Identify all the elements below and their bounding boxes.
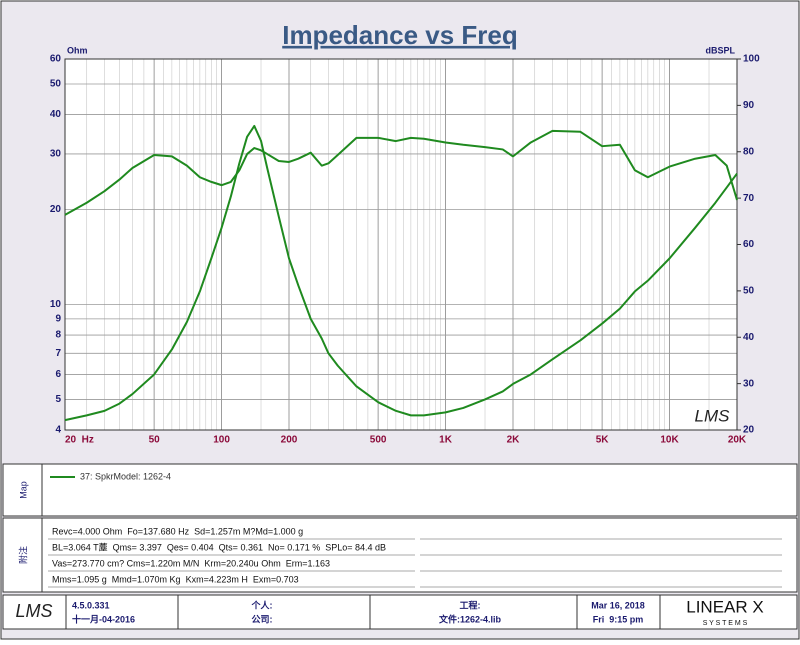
y-tick-label: 60 [50, 54, 62, 65]
y-tick-label: 6 [55, 369, 61, 380]
y2-tick-label: 70 [743, 193, 755, 204]
watermark: LMS [695, 406, 731, 425]
y2-axis-label: dBSPL [705, 45, 735, 55]
y2-tick-label: 60 [743, 239, 755, 250]
chart-title: Impedance vs Freq [282, 20, 518, 50]
data-line [64, 124, 738, 422]
y-tick-label: 40 [50, 109, 62, 120]
x-tick-label: 50 [149, 435, 161, 446]
y-tick-label: 10 [50, 299, 62, 310]
build-date: 十一月-04-2016 [72, 613, 135, 624]
file: 文件:1262-4.lib [438, 613, 502, 624]
y-tick-label: 4 [55, 425, 61, 436]
y-tick-label: 30 [50, 149, 62, 160]
x-tick-label: 10K [660, 435, 679, 446]
y2-tick-label: 100 [743, 54, 760, 65]
version: 4.5.0.331 [72, 600, 110, 610]
grid [64, 58, 738, 431]
map-panel [2, 463, 798, 517]
x-tick-label: 20K [728, 435, 747, 446]
y2-tick-label: 90 [743, 100, 755, 111]
x-tick-label: 5K [596, 435, 610, 446]
plot-area [65, 59, 737, 430]
note-line: Revc=4.000 Ohm Fo=137.680 Hz Sd=1.257m M… [52, 526, 303, 536]
x-tick-label: 1K [439, 435, 453, 446]
note-line: BL=3.064 T薼 Qms= 3.397 Qes= 0.404 Qts= 0… [52, 541, 386, 552]
legend-entry: 37: SpkrModel: 1262-4 [80, 471, 171, 481]
date: Mar 16, 2018 [591, 600, 645, 610]
y2-tick-label: 30 [743, 378, 755, 389]
notes-label: 附注 [17, 546, 28, 564]
y-tick-label: 8 [55, 330, 61, 341]
footer [2, 594, 798, 630]
note-line: Mms=1.095 g Mmd=1.070m Kg Kxm=4.223m H E… [52, 574, 299, 584]
footer-logo: LMS [15, 601, 52, 621]
data-line [64, 129, 738, 216]
personal: 个人: [251, 599, 273, 610]
x-tick-label: 2K [507, 435, 521, 446]
y-axis-label: Ohm [67, 45, 88, 55]
y-tick-label: 5 [55, 394, 61, 405]
y-tick-label: 50 [50, 79, 62, 90]
y-tick-label: 7 [55, 348, 61, 359]
y2-tick-label: 40 [743, 332, 755, 343]
time: Fri 9:15 pm [593, 614, 644, 624]
x-tick-label: 100 [213, 435, 230, 446]
map-label: Map [18, 481, 28, 499]
y2-tick-label: 80 [743, 146, 755, 157]
brand-sub: S Y S T E M S [703, 620, 748, 627]
y2-tick-label: 20 [743, 425, 755, 436]
note-line: Vas=273.770 cm? Cms=1.220m M/N Krm=20.24… [52, 558, 330, 568]
y-tick-label: 20 [50, 204, 62, 215]
x-tick-label: 200 [281, 435, 298, 446]
notes: Revc=4.000 Ohm Fo=137.680 Hz Sd=1.257m M… [48, 526, 782, 588]
y-tick-label: 9 [55, 314, 61, 325]
company: 公司: [252, 614, 273, 624]
x-tick-label: 500 [370, 435, 387, 446]
x-tick-label: 20 Hz [65, 435, 94, 446]
project: 工程: [460, 599, 481, 610]
brand: LINEAR X [686, 597, 763, 616]
y2-tick-label: 50 [743, 286, 755, 297]
